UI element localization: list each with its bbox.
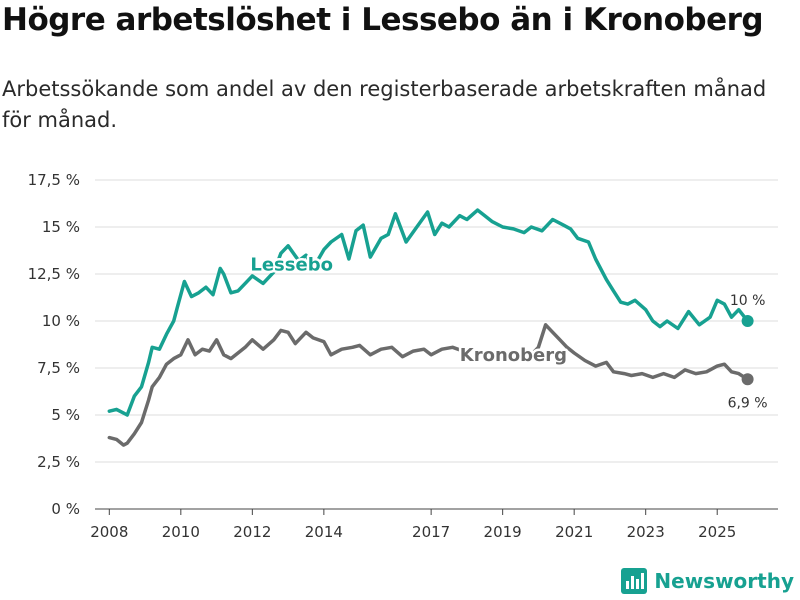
bar-chart-logo-icon (621, 568, 648, 594)
brand-logo: Newsworthy (621, 568, 794, 594)
y-tick-label: 0 % (51, 500, 80, 518)
x-axis: 2008 2010 2012 2014 2017 2019 2021 2023 2025 (90, 509, 736, 541)
series-name-label-lessebo: Lessebo (250, 255, 333, 276)
x-tick-label: 2014 (305, 523, 343, 541)
series-name-label-kronoberg: Kronoberg (460, 345, 567, 366)
y-grid-lines (95, 179, 778, 510)
x-tick-label: 2010 (162, 523, 200, 541)
y-tick-label: 15 % (42, 218, 80, 236)
x-tick-label: 2008 (90, 523, 128, 541)
x-tick-label: 2025 (698, 523, 736, 541)
y-tick-label: 2,5 % (37, 453, 80, 471)
chart-subtitle: Arbetssökande som andel av den registerb… (2, 77, 767, 132)
y-axis-tick-labels: 0 % 2,5 % 5 % 7,5 % 10 % 12,5 % 15 % 17,5 % (28, 171, 80, 518)
chart-title: Högre arbetslöshet i Lessebo än i Kronob… (2, 2, 764, 38)
brand-name: Newsworthy (654, 569, 794, 593)
series-line-lessebo (107, 208, 750, 417)
series-line-kronoberg (107, 323, 750, 447)
series-labels: 10 % 6,9 % Lessebo Kronoberg (248, 252, 768, 411)
series-lines (107, 208, 754, 447)
y-tick-label: 10 % (42, 312, 80, 330)
x-tick-label: 2021 (555, 523, 593, 541)
y-tick-label: 5 % (51, 406, 80, 424)
y-tick-label: 17,5 % (28, 171, 80, 189)
x-tick-label: 2017 (412, 523, 450, 541)
end-marker-lessebo (741, 315, 754, 327)
end-marker-kronoberg (741, 373, 754, 386)
x-tick-label: 2019 (484, 523, 522, 541)
x-tick-label: 2023 (627, 523, 665, 541)
end-value-label-kronoberg: 6,9 % (728, 395, 768, 411)
end-value-label-lessebo: 10 % (730, 293, 766, 309)
y-tick-label: 7,5 % (37, 359, 80, 377)
x-tick-label: 2012 (233, 523, 271, 541)
y-tick-label: 12,5 % (28, 265, 80, 283)
